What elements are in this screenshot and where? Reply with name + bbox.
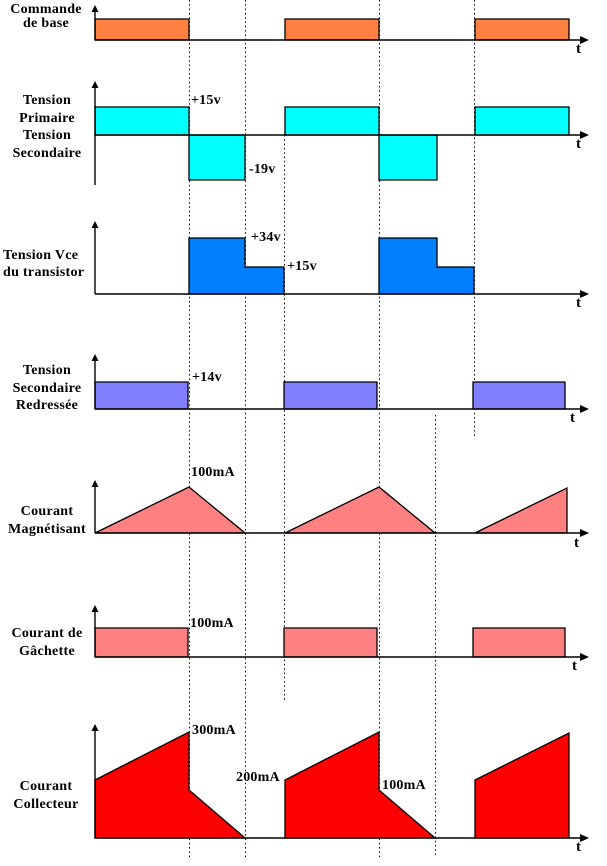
label-tension-vce-transistor: Tension Vce du transistor: [3, 247, 95, 281]
label-line: Gâchette: [18, 643, 76, 659]
tension-secondaire-redressee-shape-1: [94, 381, 189, 410]
label-courant-de-gachette: Courant de Gâchette: [2, 625, 92, 660]
commande-de-base-shape-2: [284, 18, 380, 41]
courant-collecteur-t-axis-arrowhead: [580, 834, 589, 842]
label-line: du transistor: [3, 265, 85, 280]
tension-primaire-secondaire-shape-2: [284, 106, 380, 136]
tension-vce-transistor-y-axis-arrowhead: [91, 221, 99, 228]
annotation-magnetisant-100ma: 100mA: [191, 465, 235, 480]
tension-secondaire-redressee-y-axis-arrowhead: [91, 354, 99, 361]
label-line: Magnétisant: [8, 521, 86, 537]
t-axis-label-4: t: [570, 410, 575, 426]
label-line: Courant: [19, 779, 73, 794]
label-line: Primaire: [19, 110, 75, 126]
courant-magnetisant-shape-3: [474, 486, 568, 534]
tension-vce-transistor-shape-1: [188, 237, 285, 295]
label-courant-magnetisant: Courant Magnétisant: [2, 503, 92, 538]
commande-de-base-shape-1: [94, 18, 190, 41]
courant-de-gachette-t-axis-arrowhead: [580, 653, 589, 661]
courant-magnetisant-shape-2: [284, 486, 437, 534]
label-line: Courant de: [11, 626, 83, 641]
annotation-redressee-plus14v: +14v: [192, 370, 222, 385]
label-line: Commande: [10, 2, 82, 17]
annotation-vce-plus15v: +15v: [287, 259, 317, 274]
label-line: Courant: [20, 504, 74, 519]
annotation-tension-primaire-plus15v: +15v: [191, 93, 221, 108]
label-tension-secondaire-redressee: Tension Secondaire Redressée: [4, 362, 90, 415]
t-axis-label-7: t: [576, 839, 581, 855]
tension-primaire-secondaire-shape-3: [474, 106, 570, 136]
label-line: de base: [22, 16, 70, 31]
tension-secondaire-redressee-shape-2: [283, 381, 378, 410]
label-line: Redressée: [15, 398, 79, 413]
tension-secondaire-redressee-shape-3: [472, 381, 566, 410]
courant-magnetisant-t-axis-arrowhead: [580, 529, 589, 537]
courant-collecteur-y-axis-arrowhead: [91, 724, 99, 731]
t-axis-label-3: t: [576, 295, 581, 311]
tension-primaire-secondaire-shape-5: [378, 134, 438, 181]
annotation-collecteur-300ma: 300mA: [192, 723, 236, 738]
tension-secondaire-redressee-t-axis-arrowhead: [580, 405, 589, 413]
commande-de-base-shape-3: [474, 18, 570, 41]
courant-de-gachette-shape-2: [283, 627, 378, 658]
t-axis-label-5: t: [574, 535, 579, 551]
courant-de-gachette-shape-1: [94, 627, 189, 658]
t-axis-label-6: t: [572, 658, 577, 674]
tension-primaire-secondaire-shape-4: [188, 134, 246, 181]
courant-magnetisant-shape-1: [94, 486, 247, 534]
label-line: Collecteur: [13, 796, 79, 812]
courant-de-gachette-y-axis-arrowhead: [91, 605, 99, 612]
commande-de-base-t-axis-arrowhead: [580, 36, 589, 44]
courant-collecteur-shape-3: [474, 731, 570, 839]
label-line: Tension: [22, 128, 72, 143]
label-line: Secondaire: [12, 380, 82, 396]
tension-vce-transistor-t-axis-arrowhead: [580, 290, 589, 298]
label-line: Tension: [22, 93, 72, 108]
label-line: Secondaire: [12, 145, 82, 161]
annotation-vce-plus34v: +34v: [251, 230, 281, 245]
courant-de-gachette-shape-3: [472, 627, 566, 658]
label-line: Tension Vce: [3, 248, 79, 263]
commande-de-base-y-axis-arrowhead: [91, 5, 99, 12]
t-axis-label-1: t: [576, 41, 581, 57]
annotation-gachette-100ma: 100mA: [190, 616, 234, 631]
annotation-tension-secondaire-minus19v: -19v: [249, 162, 276, 177]
label-courant-collecteur: Courant Collecteur: [4, 778, 88, 813]
tension-vce-transistor-shape-2: [378, 237, 475, 295]
label-commande-de-base: Commande de base: [4, 3, 88, 31]
courant-magnetisant-y-axis-arrowhead: [91, 480, 99, 487]
annotation-collecteur-200ma: 200mA: [236, 770, 280, 785]
tension-primaire-secondaire-t-axis-arrowhead: [580, 131, 589, 139]
label-tension-primaire-secondaire: Tension Primaire Tension Secondaire: [4, 92, 90, 162]
tension-primaire-secondaire-y-axis-arrowhead: [91, 81, 99, 88]
annotation-collecteur-100ma: 100mA: [382, 778, 426, 793]
label-line: Tension: [22, 363, 72, 378]
tension-primaire-secondaire-shape-1: [94, 106, 190, 136]
t-axis-label-2: t: [576, 136, 581, 152]
courant-collecteur-shape-1: [94, 730, 247, 839]
